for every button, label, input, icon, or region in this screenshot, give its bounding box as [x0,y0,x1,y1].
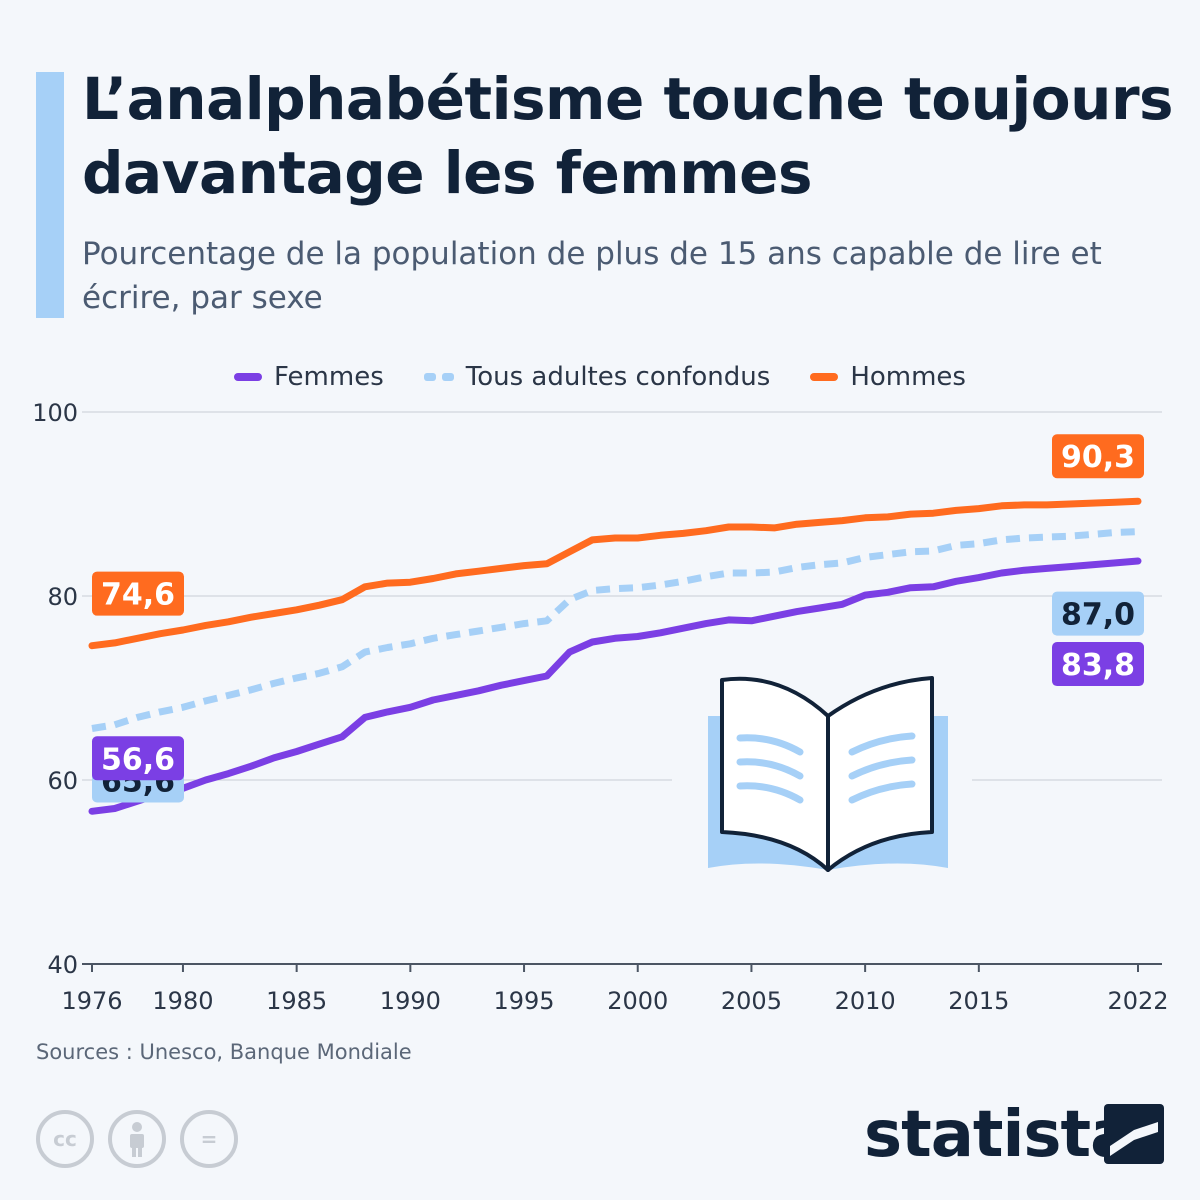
x-tick-label: 2000 [607,987,668,1015]
x-axis: 1976 1980 1985 1990 1995 2000 2005 2010 2015 2022 [61,964,1169,1015]
label-femmes-start-bg [92,736,184,781]
label-hommes-start: 74,6 [92,571,184,616]
page-subtitle: Pourcentage de la population de plus de … [82,236,1102,316]
page-title: L’analphabétisme touche toujours davanta… [82,65,1174,207]
legend-swatch-hommes [810,373,839,381]
label-femmes-end-bg [1052,642,1144,687]
x-tick-label: 1990 [380,987,441,1015]
chart-legend: Femmes Tous adultes confondus Hommes [0,362,1200,392]
series-line-tous-adultes-confondus [91,528,1139,732]
legend-swatch-tous [423,373,454,381]
y-tick-label: 100 [32,399,78,427]
series-line-hommes [88,497,1142,650]
chart-series [88,497,1142,815]
legend-label-hommes: Hommes [850,362,966,392]
label-femmes-start-text: 56,6 [101,742,175,777]
x-tick-label: 1985 [266,987,327,1015]
legend-item-hommes: Hommes [810,362,966,392]
label-hommes-start-text: 74,6 [101,578,175,613]
label-tous-end-text: 87,0 [1061,598,1135,633]
y-tick-label: 80 [47,583,78,611]
source-note: Sources : Unesco, Banque Mondiale [36,1040,412,1064]
x-tick-label: 2015 [948,987,1009,1015]
label-femmes-end-text: 83,8 [1061,648,1135,683]
label-femmes-start: 56,6 [92,736,184,781]
legend-label-tous: Tous adultes confondus [465,362,771,392]
title-accent-bar [36,72,64,318]
attribution-icon[interactable] [108,1110,166,1168]
chart-grid [82,411,1162,965]
label-hommes-end: 90,3 [1052,434,1144,479]
x-tick-label: 1976 [61,987,122,1015]
statista-logo[interactable]: statista [864,1098,1133,1172]
legend-item-tous: Tous adultes confondus [423,362,771,392]
x-tick-label: 2010 [835,987,896,1015]
legend-label-femmes: Femmes [274,362,384,392]
x-tick-label: 1995 [494,987,555,1015]
label-hommes-start-bg [92,571,184,616]
legend-item-femmes: Femmes [234,362,384,392]
license-icons: cc = [36,1110,238,1168]
label-tous-end: 87,0 [1052,591,1144,636]
y-tick-label: 60 [47,767,78,795]
y-axis: 40 60 80 100 [32,399,78,979]
x-tick-label: 1980 [152,987,213,1015]
open-book-icon [672,676,972,890]
x-tick-label: 2005 [721,987,782,1015]
x-tick-label: 2022 [1107,987,1168,1015]
no-derivatives-icon[interactable]: = [180,1110,238,1168]
line-chart: 74,665,656,690,387,083,8 1976 1980 1985 199… [32,399,1169,1015]
statista-mark-icon [1104,1104,1164,1164]
series-line-femmes [88,557,1142,815]
creative-commons-icon[interactable]: cc [36,1110,94,1168]
chart-data-labels: 74,665,656,690,387,083,8 [92,434,1144,803]
label-hommes-end-text: 90,3 [1061,440,1135,475]
y-tick-label: 40 [47,951,78,979]
label-hommes-end-bg [1052,434,1144,479]
label-tous-end-bg [1052,591,1144,636]
label-femmes-end: 83,8 [1052,642,1144,687]
legend-swatch-femmes [234,373,263,381]
